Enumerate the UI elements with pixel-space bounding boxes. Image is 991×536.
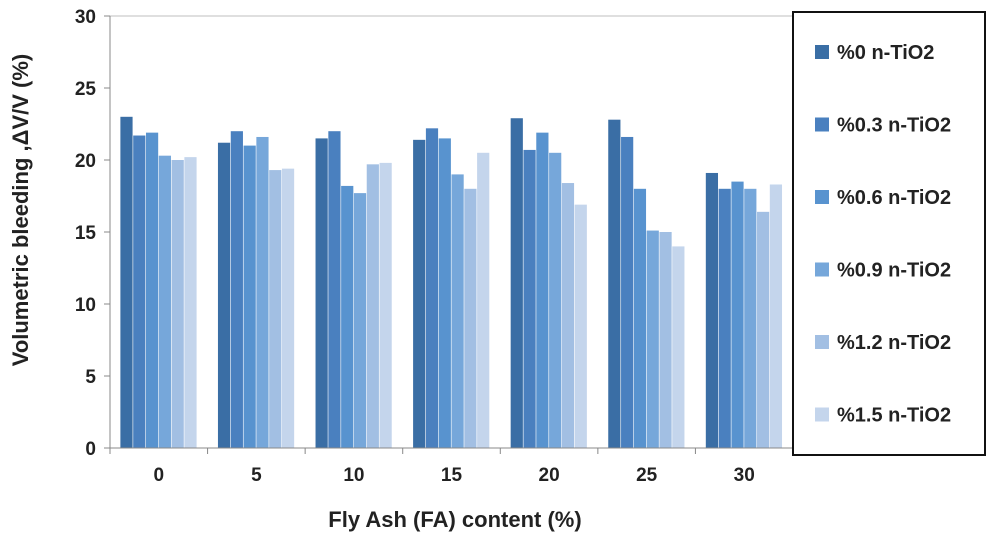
x-tick-label: 15 [441, 465, 463, 486]
bar [413, 139, 426, 448]
legend-label: %0.6 n-TiO2 [837, 187, 951, 209]
bar [120, 116, 133, 449]
bar [536, 132, 549, 448]
bar [561, 183, 575, 449]
y-tick-label: 5 [85, 367, 96, 388]
bar [608, 119, 621, 449]
bar [184, 157, 197, 448]
legend-label: %0.9 n-TiO2 [837, 260, 951, 282]
bar [425, 128, 439, 448]
legend-label: %1.5 n-TiO2 [837, 405, 951, 427]
y-axis-title: Volumetric bleeding ,ΔV/V (%) [8, 54, 33, 366]
bar [510, 118, 523, 449]
bar [171, 160, 184, 448]
bar [328, 131, 341, 448]
legend-label: %0 n-TiO2 [837, 42, 934, 64]
y-tick-label: 15 [75, 223, 97, 244]
bar [523, 149, 536, 449]
legend-box [792, 11, 986, 456]
bar [731, 181, 744, 448]
bar [621, 136, 634, 448]
bar [659, 232, 672, 448]
x-tick-label: 30 [734, 465, 755, 486]
legend-label: %1.2 n-TiO2 [837, 332, 951, 354]
x-tick-label: 10 [343, 465, 364, 486]
legend-label: %0.3 n-TiO2 [837, 115, 951, 137]
bar [646, 230, 659, 448]
y-tick-label: 20 [75, 151, 96, 172]
bar [549, 152, 562, 449]
legend-swatch [815, 117, 829, 132]
bar [145, 132, 159, 448]
x-tick-label: 5 [251, 465, 262, 486]
bar [217, 142, 231, 448]
x-axis-title: Fly Ash (FA) content (%) [328, 507, 581, 532]
bar [379, 162, 392, 448]
y-tick-label: 0 [85, 439, 96, 460]
bar [451, 174, 464, 448]
bar [256, 136, 269, 448]
bar [133, 135, 146, 448]
y-tick-label: 30 [75, 7, 96, 28]
bar [477, 152, 490, 449]
legend-swatch [815, 335, 829, 349]
bar [705, 172, 719, 448]
bar [341, 185, 354, 449]
legend-swatch [815, 45, 829, 59]
bar [757, 211, 770, 448]
bars [120, 116, 783, 449]
bar [744, 188, 757, 449]
x-axis: 0 5 10 15 20 25 30 [109, 447, 794, 486]
bar [718, 188, 731, 449]
bar [243, 145, 256, 448]
bar [269, 170, 282, 448]
legend-swatch [815, 407, 829, 422]
x-tick-label: 0 [153, 465, 164, 486]
bar [438, 138, 451, 448]
bar [281, 168, 295, 448]
bar [230, 131, 243, 448]
y-tick-label: 10 [75, 295, 96, 316]
bar [366, 164, 379, 448]
x-tick-label: 20 [539, 465, 560, 486]
bar [633, 188, 647, 449]
bar [353, 193, 367, 448]
bar [464, 188, 477, 449]
legend-swatch [815, 190, 829, 204]
bar [769, 184, 783, 449]
legend: %0 n-TiO2 %0.3 n-TiO2 %0.6 n-TiO2 %0.9 n-Ti… [792, 11, 986, 456]
bar [315, 138, 328, 448]
bar [672, 246, 685, 448]
legend-swatch [815, 262, 829, 277]
bar [158, 155, 171, 448]
x-tick-label: 25 [636, 465, 658, 486]
y-axis: 0 5 10 15 20 25 30 [75, 7, 111, 460]
bar [574, 204, 587, 448]
y-tick-label: 25 [75, 79, 97, 100]
